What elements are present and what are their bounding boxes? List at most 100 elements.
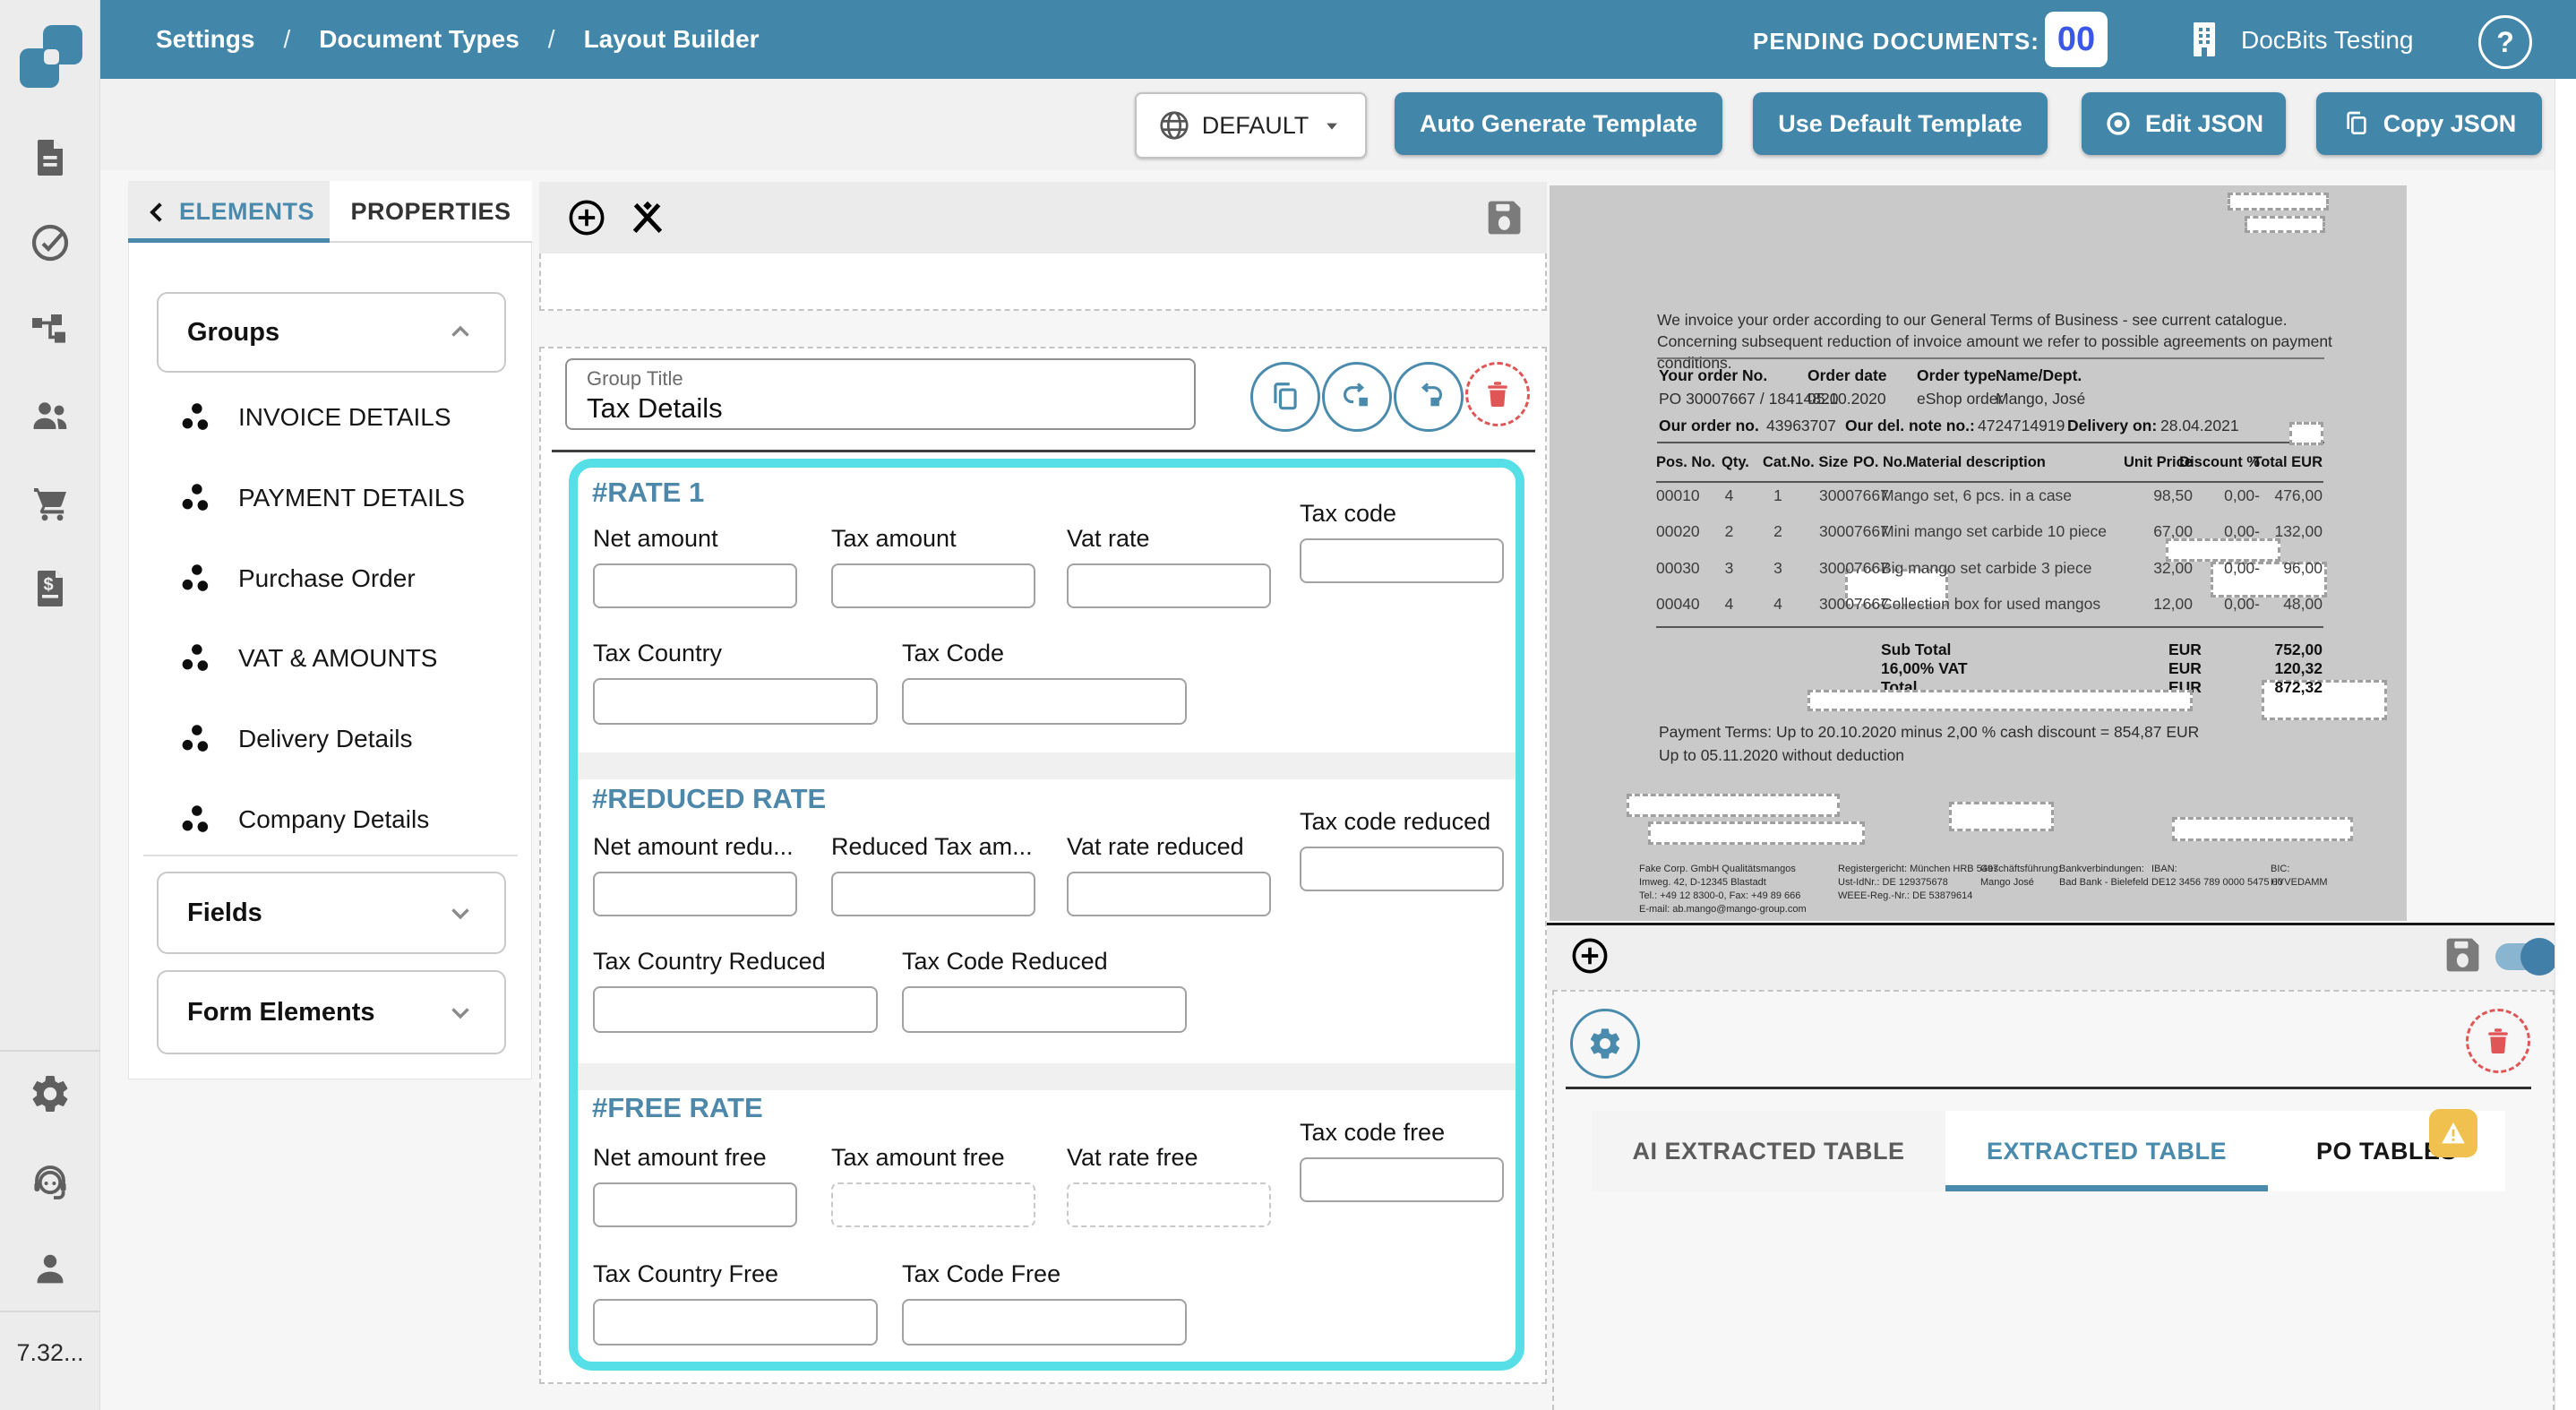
redaction-box bbox=[2262, 680, 2387, 720]
field-input-net-amount-free[interactable] bbox=[593, 1182, 797, 1227]
section-separator bbox=[578, 1063, 1516, 1090]
table-cell: 4 bbox=[1773, 595, 1782, 613]
logo-notch bbox=[44, 49, 59, 64]
field-input-tax-code-reduced[interactable] bbox=[1300, 847, 1504, 891]
group-item-payment-details[interactable]: PAYMENT DETAILS bbox=[157, 471, 527, 525]
tax-details-highlighted-section: #RATE 1 Net amount Tax amount Vat rate T… bbox=[569, 459, 1524, 1371]
design-tools-icon[interactable] bbox=[627, 197, 668, 238]
total-cur: EUR bbox=[2168, 641, 2202, 658]
field-input-tax-code-free[interactable] bbox=[1300, 1157, 1504, 1202]
group-item-delivery-details[interactable]: Delivery Details bbox=[157, 712, 527, 766]
use-default-template-button[interactable]: Use Default Template bbox=[1753, 92, 2048, 155]
nav-users-icon[interactable] bbox=[21, 387, 79, 444]
delete-table-button[interactable] bbox=[2466, 1009, 2530, 1073]
table-col-header: Pos. No. bbox=[1656, 454, 1716, 470]
field-input-tax-code[interactable] bbox=[1300, 538, 1504, 583]
field-input-tax-country[interactable] bbox=[593, 678, 878, 725]
table-cell: 132,00 bbox=[2274, 522, 2323, 540]
group-title-input[interactable]: Group Title Tax Details bbox=[565, 358, 1196, 430]
empty-dropzone[interactable] bbox=[539, 254, 1547, 311]
form-elements-accordion[interactable]: Form Elements bbox=[157, 970, 506, 1054]
redaction-box bbox=[2172, 817, 2353, 841]
tab-label: AI EXTRACTED TABLE bbox=[1632, 1137, 1905, 1165]
group-item-label: Delivery Details bbox=[238, 725, 413, 752]
nav-profile-icon[interactable] bbox=[21, 1240, 79, 1297]
delete-group-button[interactable] bbox=[1465, 362, 1530, 426]
field-input-tax-amount[interactable] bbox=[831, 563, 1035, 608]
tab-extracted-table[interactable]: EXTRACTED TABLE bbox=[1945, 1111, 2268, 1191]
add-table-button[interactable] bbox=[1569, 935, 1610, 976]
nav-purchase-orders-icon[interactable] bbox=[21, 474, 79, 531]
page-scrollbar[interactable] bbox=[2555, 79, 2576, 1410]
group-item-purchase-order[interactable]: Purchase Order bbox=[157, 552, 527, 606]
info-value: Mango, José bbox=[1996, 390, 2086, 408]
nav-support-icon[interactable] bbox=[21, 1154, 79, 1211]
tab-properties[interactable]: PROPERTIES bbox=[330, 181, 532, 243]
move-group-up-button[interactable] bbox=[1322, 362, 1392, 432]
group-item-company-details[interactable]: Company Details bbox=[157, 793, 527, 847]
duplicate-group-button[interactable] bbox=[1250, 362, 1320, 432]
field-label: Net amount redu... bbox=[593, 833, 794, 860]
help-button[interactable]: ? bbox=[2478, 15, 2532, 69]
nav-validation-icon[interactable] bbox=[21, 214, 79, 271]
copy-json-button[interactable]: Copy JSON bbox=[2316, 92, 2542, 155]
add-group-button[interactable] bbox=[566, 197, 607, 238]
breadcrumb-document-types[interactable]: Document Types bbox=[319, 25, 519, 53]
field-label: Tax Country bbox=[593, 640, 723, 666]
table-settings-button[interactable] bbox=[1570, 1009, 1640, 1079]
fields-accordion[interactable]: Fields bbox=[157, 872, 506, 954]
move-group-down-button[interactable] bbox=[1394, 362, 1464, 432]
redaction-box bbox=[1807, 690, 2193, 711]
field-input-tax-amount-free[interactable] bbox=[831, 1182, 1035, 1227]
table-cell: 32,00 bbox=[2153, 559, 2193, 577]
group-item-vat-amounts[interactable]: VAT & AMOUNTS bbox=[157, 632, 527, 685]
nav-invoices-icon[interactable] bbox=[21, 560, 79, 617]
breadcrumb-settings[interactable]: Settings bbox=[156, 25, 255, 53]
group-dots-icon bbox=[177, 801, 215, 838]
group-item-invoice-details[interactable]: INVOICE DETAILS bbox=[157, 391, 527, 444]
app-sidebar: 7.32... bbox=[0, 0, 100, 1410]
table-cell: 3 bbox=[1724, 559, 1734, 577]
field-input-tax-code-2[interactable] bbox=[902, 678, 1187, 725]
group-item-label: Company Details bbox=[238, 805, 430, 833]
groups-accordion[interactable]: Groups bbox=[157, 292, 506, 373]
toggle-knob bbox=[2520, 938, 2558, 976]
field-input-vat-rate-free[interactable] bbox=[1067, 1182, 1271, 1227]
section-header: #RATE 1 bbox=[592, 477, 705, 508]
active-tab-underline bbox=[128, 238, 330, 243]
field-input-net-amount[interactable] bbox=[593, 563, 797, 608]
copy-json-label: Copy JSON bbox=[2383, 109, 2517, 137]
breadcrumb-layout-builder: Layout Builder bbox=[583, 25, 760, 53]
save-layout-button[interactable] bbox=[1481, 194, 1527, 241]
field-input-vat-rate[interactable] bbox=[1067, 563, 1271, 608]
redaction-box bbox=[1949, 802, 2054, 831]
form-elements-accordion-title: Form Elements bbox=[187, 997, 375, 1027]
field-input-reduced-tax-amount[interactable] bbox=[831, 872, 1035, 916]
save-table-button[interactable] bbox=[2439, 932, 2486, 978]
nav-documents-icon[interactable] bbox=[21, 129, 79, 186]
org-name[interactable]: DocBits Testing bbox=[2241, 26, 2414, 54]
edit-json-button[interactable]: Edit JSON bbox=[2082, 92, 2286, 155]
auto-generate-template-button[interactable]: Auto Generate Template bbox=[1395, 92, 1722, 155]
nav-settings-icon[interactable] bbox=[21, 1065, 79, 1122]
redaction-box bbox=[1627, 794, 1840, 817]
table-cell: 00010 bbox=[1656, 486, 1700, 504]
field-input-vat-rate-reduced[interactable] bbox=[1067, 872, 1271, 916]
info-value: eShop order bbox=[1917, 390, 2004, 408]
table-toggle[interactable] bbox=[2495, 938, 2558, 976]
fields-accordion-title: Fields bbox=[187, 898, 262, 927]
table-col-header: Cat.No. Size bbox=[1763, 454, 1849, 470]
info-header: Order type bbox=[1917, 366, 1996, 384]
tab-ai-extracted-table[interactable]: AI EXTRACTED TABLE bbox=[1592, 1111, 1945, 1191]
language-selector[interactable]: DEFAULT bbox=[1135, 92, 1367, 159]
info-header: Name/Dept. bbox=[1996, 366, 2082, 384]
field-input-tax-code-free-2[interactable] bbox=[902, 1299, 1187, 1346]
breadcrumb-separator: / bbox=[547, 25, 555, 53]
field-input-net-amount-reduced[interactable] bbox=[593, 872, 797, 916]
nav-workflow-icon[interactable] bbox=[21, 300, 79, 357]
field-input-tax-code-reduced-2[interactable] bbox=[902, 986, 1187, 1033]
field-input-tax-country-free[interactable] bbox=[593, 1299, 878, 1346]
tab-elements[interactable]: ELEMENTS bbox=[128, 181, 330, 243]
field-input-tax-country-reduced[interactable] bbox=[593, 986, 878, 1033]
redaction-box bbox=[2166, 538, 2280, 562]
